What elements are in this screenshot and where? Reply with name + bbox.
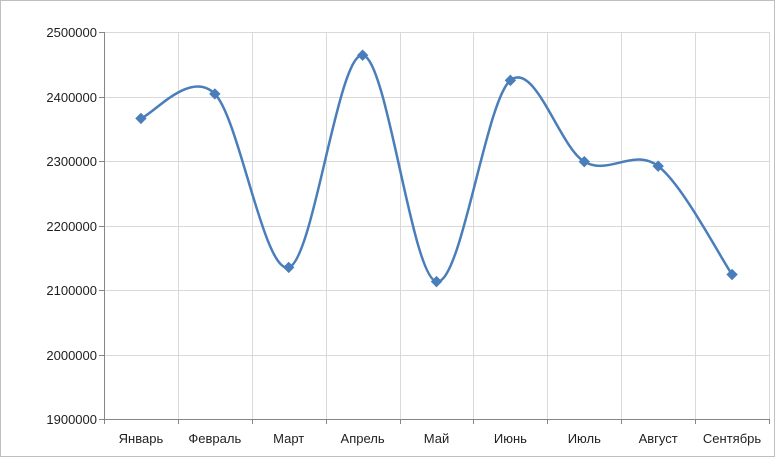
x-tick-label: Март — [273, 431, 304, 446]
x-tick-label: Июнь — [494, 431, 527, 446]
x-tick-label: Февраль — [188, 431, 241, 446]
y-tick-label: 2000000 — [46, 348, 97, 363]
x-tick-label: Сентябрь — [703, 431, 761, 446]
y-tick-label: 1900000 — [46, 412, 97, 427]
data-point-Июль — [578, 155, 590, 168]
y-tick-label: 2100000 — [46, 283, 97, 298]
series-line — [139, 53, 734, 283]
data-point-Февраль — [209, 88, 221, 100]
series — [139, 53, 734, 283]
y-tick-label: 2400000 — [46, 90, 97, 105]
y-tick-label: 2200000 — [46, 219, 97, 234]
data-point-Май — [430, 275, 443, 288]
y-tick-label: 2500000 — [46, 25, 97, 40]
data-point-Январь — [135, 112, 147, 125]
x-axis-tick-labels: Январь Февраль Март Апрель Май Июнь Июль Август… — [119, 431, 762, 446]
y-tick-label: 2300000 — [46, 154, 97, 169]
data-point-Март — [283, 261, 295, 274]
x-tick-label: Январь — [119, 431, 164, 446]
data-point-Сентябрь — [726, 268, 738, 281]
gridlines — [104, 32, 770, 419]
data-markers — [135, 49, 738, 288]
data-point-Август — [652, 160, 664, 172]
x-tick-label: Май — [424, 431, 449, 446]
data-point-Апрель — [356, 49, 369, 61]
data-point-Июнь — [504, 74, 517, 87]
x-tick-label: Июль — [568, 431, 601, 446]
x-tick-label: Август — [639, 431, 678, 446]
axes — [99, 32, 770, 424]
y-axis-tick-labels: 1900000 2000000 2100000 2200000 2300000 24000… — [46, 25, 97, 427]
x-tick-label: Апрель — [341, 431, 385, 446]
